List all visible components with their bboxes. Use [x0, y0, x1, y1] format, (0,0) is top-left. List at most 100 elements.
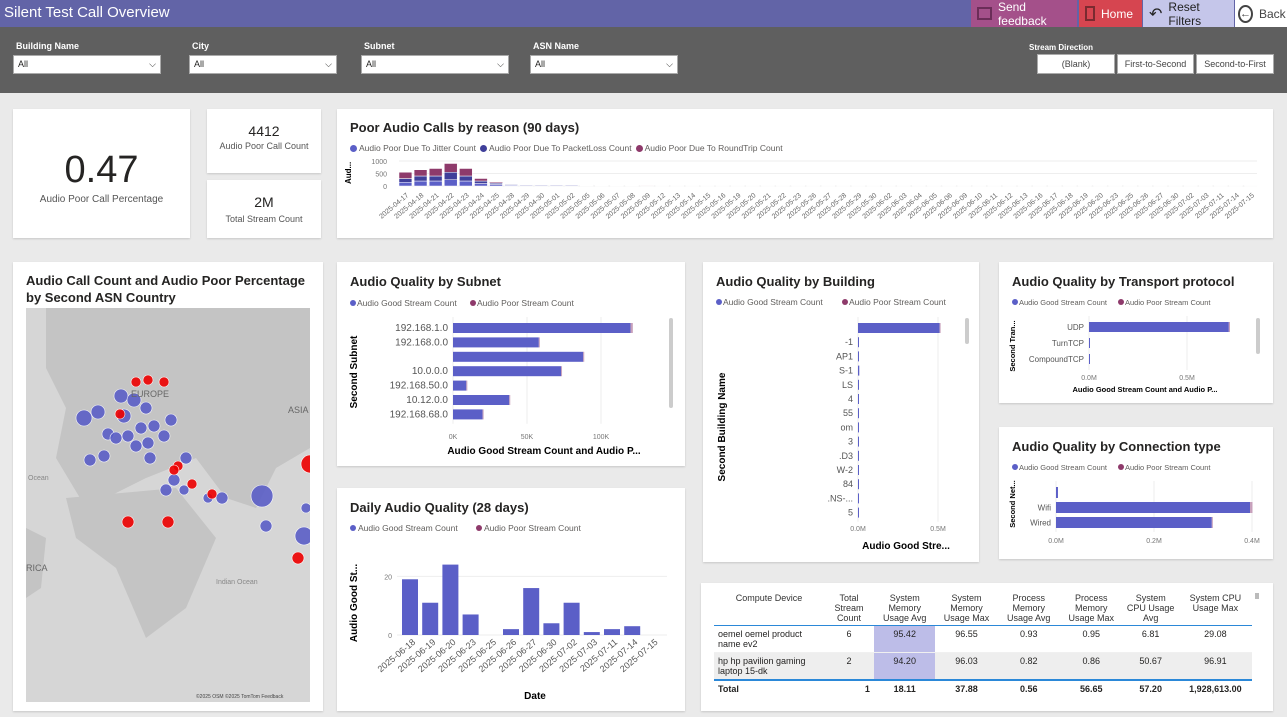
category-label: LS: [842, 380, 853, 390]
bar-poor: [583, 351, 585, 362]
legend-good: Audio Good Stream Count: [357, 298, 457, 308]
bar-good: [1056, 487, 1058, 498]
filter-value: All: [18, 59, 29, 69]
back-button[interactable]: ← Back: [1235, 0, 1287, 27]
map-bubble: [167, 473, 181, 487]
table-cell: 0.95: [1082, 629, 1100, 639]
x-tick: 0.4M: [1244, 538, 1260, 545]
legend-roundtrip: Audio Poor Due To RoundTrip Count: [635, 143, 783, 153]
bar-good: [453, 409, 483, 420]
map-bubble: [109, 431, 123, 445]
chart-title: Poor Audio Calls by reason (90 days): [350, 120, 580, 135]
map-bubble: [206, 488, 218, 500]
bar-poor: [482, 409, 484, 420]
map-bubble: [300, 502, 310, 514]
reset-filters-button[interactable]: ↶ Reset Filters: [1143, 0, 1234, 28]
scrollbar[interactable]: [669, 318, 673, 408]
chart-title: Audio Quality by Connection type: [1012, 439, 1221, 454]
table-row[interactable]: hp hp pavilion gaming laptop 15-dk 2 94.20…: [714, 652, 1252, 680]
category-label: 10.0.0.0: [412, 366, 449, 377]
chevron-down-icon: ⌵: [497, 59, 504, 69]
table-cell: 95.42: [873, 625, 936, 653]
table-row[interactable]: oemel oemel product name ev2 6 95.42 96.55 0…: [714, 625, 1252, 653]
stream-direction-second-to-first[interactable]: Second-to-First: [1196, 54, 1274, 74]
stream-direction-first-to-second[interactable]: First-to-Second: [1117, 54, 1194, 74]
map-bubble: [113, 388, 129, 404]
filter-dropdown[interactable]: All ⌵: [361, 55, 509, 74]
map-bubble: [129, 439, 143, 453]
map-bubble: [294, 526, 310, 546]
table-cell: hp hp pavilion gaming laptop 15-dk: [718, 656, 806, 676]
map-bubble: [291, 551, 305, 565]
scrollbar[interactable]: [965, 318, 969, 344]
filter-dropdown[interactable]: All ⌵: [189, 55, 337, 74]
y-tick: 20: [384, 574, 392, 581]
subnet-chart: Audio Good Stream Count Audio Poor Stream…: [349, 298, 673, 457]
legend-dot-jitter: [350, 145, 357, 152]
column-header[interactable]: System Memory Usage Avg: [883, 593, 927, 623]
map-bubble: [300, 454, 310, 474]
stream-direction-blank[interactable]: (Blank): [1037, 54, 1115, 74]
filter-dropdown[interactable]: All ⌵: [530, 55, 678, 74]
send-feedback-button[interactable]: Send feedback: [971, 0, 1077, 28]
bar: [604, 629, 620, 635]
bar-good: [858, 479, 859, 490]
bar-poor: [538, 337, 540, 348]
column-header[interactable]: System CPU Usage Avg: [1126, 593, 1175, 623]
table-cell: 2: [846, 656, 852, 666]
table-header-row: Compute Device Total Stream Count System M…: [714, 591, 1252, 626]
bar-segment: [504, 183, 518, 185]
column-header[interactable]: Compute Device: [735, 593, 803, 603]
filter-value: All: [194, 59, 205, 69]
legend-poor: Audio Poor Stream Count: [484, 523, 581, 533]
kpi-label: Audio Poor Call Count: [219, 141, 309, 151]
map-bubble: [121, 515, 135, 529]
map-label-europe: EUROPE: [131, 389, 169, 399]
legend-packetloss-label: Audio Poor Due To PacketLoss Count: [489, 143, 632, 153]
bar-segment: [413, 175, 428, 182]
bar-good: [453, 337, 539, 348]
chart-legend: Audio Good Stream Count Audio Poor Stream…: [1012, 298, 1211, 307]
filter-dropdown[interactable]: All ⌵: [13, 55, 161, 74]
bar-segment: [413, 180, 428, 187]
legend-dot-poor: [842, 299, 848, 305]
category-label: 55: [843, 408, 853, 418]
column-header[interactable]: Process Memory Usage Avg: [1007, 593, 1051, 623]
daily-audio-quality-card: Daily Audio Quality (28 days) Audio Good…: [337, 488, 685, 711]
chevron-down-icon: ⌵: [325, 59, 332, 69]
column-header[interactable]: System Memory Usage Max: [943, 593, 990, 623]
total-cell: 1: [864, 684, 870, 694]
x-tick: 0.0M: [850, 526, 866, 533]
map-attribution[interactable]: ©2025 OSM ©2025 TomTom Feedback: [196, 693, 284, 700]
bar-good: [858, 422, 859, 433]
column-header[interactable]: Total Stream Count: [834, 593, 864, 623]
map-bubble: [90, 404, 106, 420]
table-cell: 29.08: [1204, 629, 1227, 639]
map-bubble: [143, 451, 157, 465]
bar-segment: [489, 182, 503, 184]
y-tick: 1000: [371, 159, 387, 166]
table-scrollbar[interactable]: [1255, 593, 1259, 599]
bar-segment: [428, 175, 443, 182]
category-label: 84: [843, 479, 853, 489]
bar-poor: [1228, 322, 1230, 332]
scrollbar[interactable]: [1256, 318, 1260, 354]
y-axis-label: Aud...: [344, 162, 353, 184]
filter-label: Subnet: [364, 41, 395, 51]
audio-quality-subnet-card: Audio Quality by Subnet Audio Good Strea…: [337, 262, 685, 466]
column-header[interactable]: System CPU Usage Max: [1189, 593, 1242, 613]
bar-good: [858, 337, 859, 348]
y-axis-label: Audio Good St...: [349, 564, 360, 643]
world-map[interactable]: EUROPE ASIA Ocean Indian Ocean RICA ©202…: [26, 308, 310, 702]
map-bubble: [157, 429, 171, 443]
x-tick: 0.2M: [1146, 538, 1162, 545]
kpi-label: Total Stream Count: [225, 214, 303, 224]
device-table: Compute Device Total Stream Count System M…: [714, 591, 1252, 697]
bar-poor: [509, 395, 511, 405]
legend-dot-good: [1012, 299, 1018, 305]
column-header[interactable]: Process Memory Usage Max: [1068, 593, 1114, 623]
bar: [442, 564, 459, 635]
map-bubble: [158, 376, 170, 388]
home-button[interactable]: Home: [1079, 0, 1142, 27]
daily-chart: Audio Good Stream Count Audio Poor Stream…: [349, 523, 667, 702]
